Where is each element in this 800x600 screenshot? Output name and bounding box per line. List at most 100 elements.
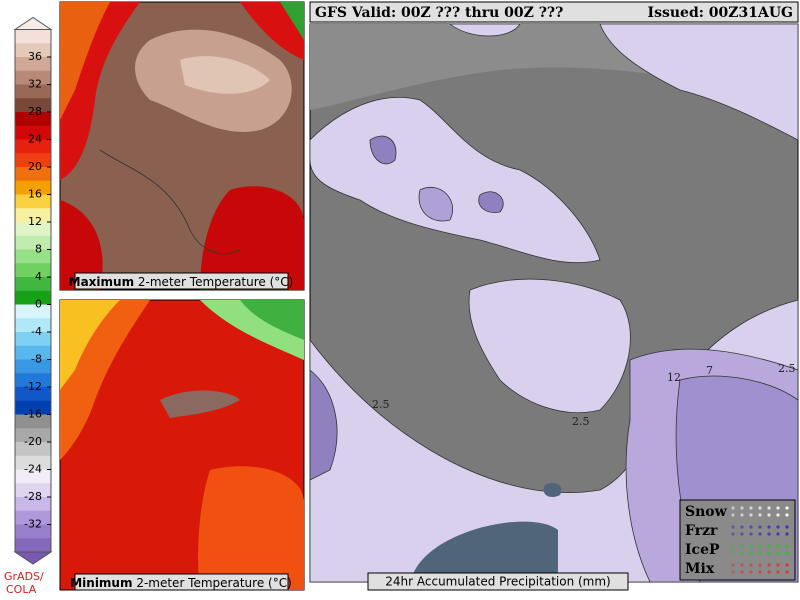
contour-label: 2.5 xyxy=(572,415,590,428)
legend-dot xyxy=(749,532,753,536)
legend-dot xyxy=(785,544,789,548)
legend-dot xyxy=(776,544,780,548)
legend-dot xyxy=(776,532,780,536)
colorbar-tip xyxy=(13,551,53,565)
colorbar-band xyxy=(15,359,51,374)
legend-dot xyxy=(740,544,744,548)
colorbar-tick-label: -4 xyxy=(31,325,42,338)
legend-dot xyxy=(731,506,735,510)
colorbar-band xyxy=(15,84,51,99)
max-label-box xyxy=(74,272,289,290)
legend-dot xyxy=(767,525,771,529)
colorbar-band xyxy=(15,387,51,402)
legend-dot xyxy=(785,513,789,517)
legend-dot xyxy=(758,506,762,510)
legend-dot xyxy=(758,563,762,567)
legend-dot xyxy=(731,563,735,567)
legend-dot xyxy=(776,506,780,510)
legend-dot xyxy=(785,525,789,529)
legend-dot xyxy=(785,570,789,574)
colorbar-band xyxy=(15,167,51,182)
colorbar-tick-label: -16 xyxy=(24,408,42,421)
contour-label: 2.5 xyxy=(372,398,390,411)
colorbar-band xyxy=(15,538,51,553)
colorbar-band xyxy=(15,290,51,305)
legend-dot xyxy=(767,570,771,574)
legend-dot xyxy=(731,544,735,548)
colorbar-tick-label: 12 xyxy=(28,215,42,228)
legend-dot xyxy=(767,544,771,548)
colorbar-band xyxy=(15,222,51,237)
min-label: Minimum 2-meter Temperature (°C) xyxy=(70,576,292,590)
min-label-box xyxy=(74,573,289,591)
legend-dot xyxy=(767,513,771,517)
legend-dot xyxy=(776,570,780,574)
legend-label: IceP xyxy=(685,542,720,558)
contour-label: 2.5 xyxy=(778,362,796,375)
min-temp-map xyxy=(59,299,305,591)
valid-text: GFS Valid: 00Z ??? thru 00Z ??? xyxy=(315,5,563,21)
legend-dot xyxy=(758,525,762,529)
colorbar-tick-label: 8 xyxy=(35,243,42,256)
legend-dot xyxy=(767,506,771,510)
colorbar-band xyxy=(15,455,51,470)
legend-dot xyxy=(767,563,771,567)
colorbar-tick-label: -8 xyxy=(31,353,42,366)
legend-dot xyxy=(740,525,744,529)
colorbar-tick-label: -28 xyxy=(24,490,42,503)
colorbar-band xyxy=(15,524,51,539)
legend-dot xyxy=(758,532,762,536)
colorbar-tick-label: 20 xyxy=(28,160,42,173)
legend-dot xyxy=(749,570,753,574)
colorbar-tick-label: -20 xyxy=(24,435,42,448)
colorbar-frame xyxy=(14,29,52,553)
colorbar-band xyxy=(15,497,51,512)
colorbar-band xyxy=(15,139,51,154)
header-bar xyxy=(309,1,799,23)
colorbar: 36 32 28 24 20 16 12 8 4 0 -4 -8 -12 -16 -20 -24 -28 -32 xyxy=(13,16,53,565)
colorbar-band xyxy=(15,304,51,319)
colorbar-band xyxy=(15,112,51,127)
colorbar-band xyxy=(15,400,51,415)
colorbar-band xyxy=(15,29,51,44)
colorbar-tick-label: 36 xyxy=(28,50,42,63)
legend-dot xyxy=(731,532,735,536)
colorbar-tip xyxy=(13,16,53,30)
credit: COLA xyxy=(6,583,37,596)
legend-dot xyxy=(785,563,789,567)
legend-dot xyxy=(731,551,735,555)
colorbar-band xyxy=(15,98,51,113)
colorbar-band xyxy=(15,442,51,457)
label-rest: 2-meter Temperature (°C) xyxy=(138,275,293,289)
label-bold: Minimum xyxy=(70,576,132,590)
colorbar-tick-label: 24 xyxy=(28,133,42,146)
colorbar-band xyxy=(15,208,51,223)
legend-dot xyxy=(758,570,762,574)
legend-dot xyxy=(776,513,780,517)
contour-label: 12 xyxy=(667,371,681,384)
colorbar-tick-label: 28 xyxy=(28,105,42,118)
precip-map xyxy=(309,23,799,583)
legend-dot xyxy=(767,551,771,555)
legend-dot xyxy=(740,506,744,510)
max-temp-map xyxy=(59,1,305,291)
legend-dot xyxy=(785,532,789,536)
colorbar-band xyxy=(15,235,51,250)
colorbar-band xyxy=(15,345,51,360)
colorbar-band xyxy=(15,318,51,333)
legend-dot xyxy=(749,506,753,510)
colorbar-band xyxy=(15,277,51,292)
legend-dot xyxy=(749,513,753,517)
legend-dot xyxy=(731,525,735,529)
colorbar-tick-label: 32 xyxy=(28,78,42,91)
legend-dot xyxy=(740,532,744,536)
colorbar-band xyxy=(15,263,51,278)
colorbar-tick-label: 4 xyxy=(35,270,42,283)
legend-label: Mix xyxy=(685,561,715,577)
legend-label: Frzr xyxy=(685,523,718,539)
colorbar-band xyxy=(15,373,51,388)
colorbar-band xyxy=(15,180,51,195)
legend-dot xyxy=(776,563,780,567)
colorbar-band xyxy=(15,428,51,443)
colorbar-band xyxy=(15,414,51,429)
